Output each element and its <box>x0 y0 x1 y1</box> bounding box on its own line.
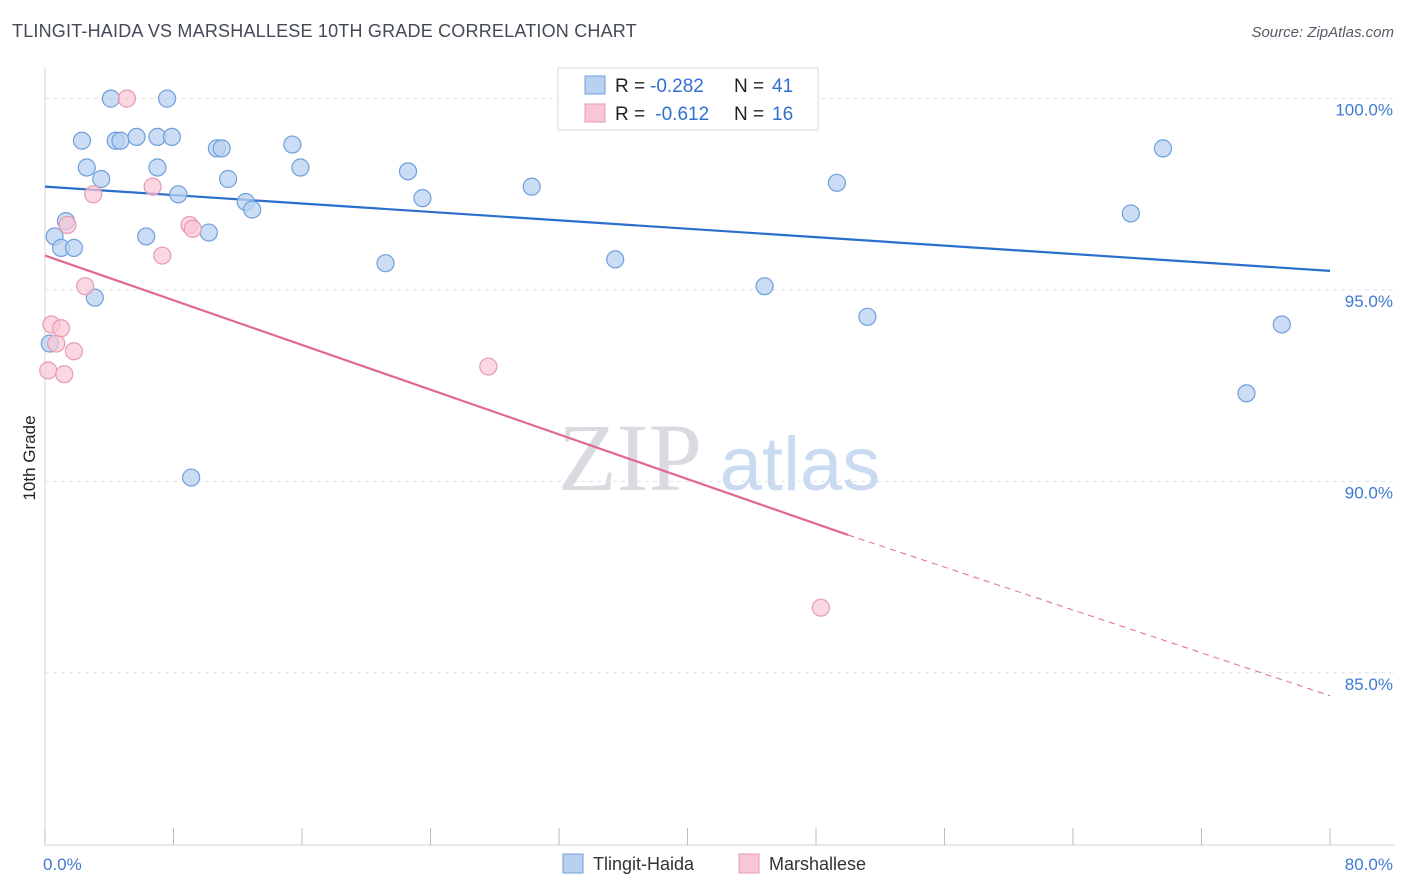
point-tlingit-12 <box>127 127 146 146</box>
y-tick-label-2: 90.0% <box>1345 483 1393 502</box>
trend-lines <box>44 185 1331 697</box>
stats-n-value-2: 16 <box>772 104 793 125</box>
point-marshallese-7 <box>76 277 95 296</box>
stats-r-value-2: -0.612 <box>650 104 709 125</box>
point-tlingit-26 <box>283 135 302 154</box>
point-marshallese-5 <box>58 215 77 235</box>
point-tlingit-6 <box>77 158 96 177</box>
point-tlingit-11 <box>111 131 130 150</box>
watermark-zip: ZIP <box>558 404 702 511</box>
point-tlingit-8 <box>92 169 111 189</box>
point-tlingit-27 <box>291 158 310 177</box>
y-tick-label-3: 85.0% <box>1345 675 1393 694</box>
stats-r-value-1: -0.282 <box>650 76 704 97</box>
legend-swatch-marshallese <box>738 853 760 874</box>
point-tlingit-38 <box>1153 139 1173 158</box>
point-marshallese-13 <box>183 219 202 238</box>
point-tlingit-40 <box>1272 315 1291 334</box>
trend-line-marshallese <box>44 254 849 537</box>
point-tlingit-19 <box>182 468 201 487</box>
legend-swatch-tlingit <box>562 853 584 874</box>
watermark-atlas: atlas <box>720 422 881 507</box>
point-tlingit-29 <box>398 162 418 181</box>
point-tlingit-34 <box>755 277 774 296</box>
point-tlingit-25 <box>243 200 262 219</box>
grid-lines <box>45 98 1395 674</box>
y-axis-label: 10th Grade <box>20 415 39 500</box>
point-marshallese-11 <box>153 246 172 265</box>
point-marshallese-10 <box>143 177 162 196</box>
point-tlingit-14 <box>148 158 167 177</box>
legend-label-marshallese: Marshallese <box>769 854 866 874</box>
point-tlingit-17 <box>162 127 181 146</box>
x-tick-label-1: 80.0% <box>1345 855 1393 874</box>
point-tlingit-35 <box>827 173 846 192</box>
point-tlingit-9 <box>101 89 120 108</box>
stats-n-value-1: 41 <box>772 76 793 97</box>
point-tlingit-4 <box>64 238 84 257</box>
point-marshallese-9 <box>117 89 137 108</box>
point-tlingit-32 <box>606 250 625 269</box>
trend-line-tlingit <box>44 185 1331 272</box>
stats-swatch-marshallese <box>584 103 606 123</box>
point-tlingit-20 <box>199 223 218 242</box>
stats-n-label-1: N = <box>734 76 764 97</box>
point-tlingit-30 <box>413 189 432 208</box>
point-marshallese-14 <box>479 357 498 376</box>
point-marshallese-8 <box>84 185 103 204</box>
point-tlingit-31 <box>522 177 541 196</box>
y-tick-label-1: 95.0% <box>1345 292 1393 311</box>
trend-line-marshallese-extension <box>847 534 1331 697</box>
stats-swatch-tlingit <box>584 75 606 95</box>
point-marshallese-6 <box>64 342 84 361</box>
axes <box>44 68 1395 846</box>
point-tlingit-18 <box>169 185 188 204</box>
point-marshallese-3 <box>51 319 71 338</box>
point-tlingit-36 <box>858 307 877 326</box>
point-tlingit-13 <box>137 227 156 246</box>
x-axis-tick-labels: 0.0% 80.0% <box>43 855 1393 874</box>
stats-n-label-2: N = <box>734 104 764 125</box>
stats-r-label-1: R = <box>615 76 645 97</box>
point-marshallese-0 <box>39 361 58 380</box>
x-tick-label-0: 0.0% <box>43 855 82 874</box>
point-tlingit-28 <box>376 254 395 273</box>
stats-r-label-2: R = <box>615 104 645 125</box>
point-tlingit-16 <box>157 89 177 108</box>
y-tick-label-0: 100.0% <box>1335 101 1393 120</box>
point-tlingit-23 <box>219 169 238 189</box>
point-tlingit-5 <box>72 131 92 150</box>
point-marshallese-2 <box>47 334 66 353</box>
stats-legend-box: R = -0.282 N = 41 R = -0.612 N = 16 <box>557 67 819 131</box>
point-tlingit-22 <box>212 139 231 158</box>
watermark: ZIP atlas <box>558 404 880 511</box>
y-axis-tick-labels: 100.0% 95.0% 90.0% 85.0% <box>1335 101 1393 694</box>
bottom-legend: Tlingit-Haida Marshallese <box>562 853 866 874</box>
point-marshallese-15 <box>811 598 830 617</box>
source-label: Source: ZipAtlas.com <box>1251 24 1394 41</box>
point-tlingit-37 <box>1121 204 1140 223</box>
legend-label-tlingit: Tlingit-Haida <box>593 854 695 874</box>
data-points <box>39 89 1291 617</box>
chart-title: TLINGIT-HAIDA VS MARSHALLESE 10TH GRADE … <box>12 21 637 41</box>
point-marshallese-4 <box>55 365 74 384</box>
point-tlingit-39 <box>1237 384 1256 403</box>
